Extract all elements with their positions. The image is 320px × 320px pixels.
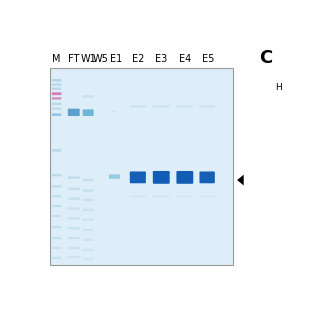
FancyBboxPatch shape (176, 105, 193, 108)
FancyBboxPatch shape (52, 205, 61, 207)
Text: E3: E3 (156, 54, 168, 64)
FancyBboxPatch shape (176, 171, 193, 184)
FancyBboxPatch shape (52, 108, 61, 110)
Text: C: C (259, 49, 272, 67)
FancyBboxPatch shape (68, 256, 80, 258)
FancyBboxPatch shape (68, 227, 80, 229)
FancyBboxPatch shape (52, 149, 61, 152)
FancyBboxPatch shape (130, 196, 146, 197)
FancyBboxPatch shape (68, 188, 80, 190)
FancyBboxPatch shape (199, 105, 215, 108)
FancyBboxPatch shape (83, 95, 93, 98)
FancyBboxPatch shape (52, 79, 61, 82)
FancyBboxPatch shape (83, 249, 93, 251)
FancyBboxPatch shape (153, 171, 170, 184)
Text: M: M (52, 54, 60, 64)
Text: FT: FT (68, 54, 79, 64)
FancyBboxPatch shape (68, 207, 80, 210)
FancyBboxPatch shape (199, 196, 215, 197)
FancyBboxPatch shape (52, 113, 61, 116)
FancyBboxPatch shape (52, 174, 61, 176)
FancyBboxPatch shape (83, 209, 93, 211)
Polygon shape (237, 175, 244, 186)
FancyBboxPatch shape (52, 92, 61, 95)
FancyBboxPatch shape (83, 199, 93, 201)
Text: W5: W5 (93, 54, 109, 64)
FancyBboxPatch shape (83, 219, 93, 221)
FancyBboxPatch shape (52, 247, 61, 249)
FancyBboxPatch shape (83, 189, 93, 192)
FancyBboxPatch shape (68, 108, 80, 116)
FancyBboxPatch shape (68, 217, 80, 220)
FancyBboxPatch shape (83, 229, 93, 231)
Text: E4: E4 (179, 54, 191, 64)
FancyBboxPatch shape (52, 97, 61, 100)
FancyBboxPatch shape (68, 237, 80, 239)
FancyBboxPatch shape (111, 111, 115, 112)
FancyBboxPatch shape (153, 196, 170, 197)
FancyBboxPatch shape (199, 172, 215, 183)
FancyBboxPatch shape (83, 258, 93, 260)
FancyBboxPatch shape (52, 257, 61, 259)
FancyBboxPatch shape (68, 247, 80, 249)
FancyBboxPatch shape (52, 103, 61, 105)
FancyBboxPatch shape (83, 179, 93, 181)
Text: W1: W1 (81, 54, 96, 64)
FancyBboxPatch shape (68, 197, 80, 200)
FancyBboxPatch shape (52, 237, 61, 239)
FancyBboxPatch shape (52, 185, 61, 188)
Bar (50, 68, 234, 265)
FancyBboxPatch shape (52, 84, 61, 86)
FancyBboxPatch shape (52, 226, 61, 228)
FancyBboxPatch shape (52, 88, 61, 90)
FancyBboxPatch shape (52, 215, 61, 217)
FancyBboxPatch shape (83, 109, 93, 116)
Text: E2: E2 (132, 54, 144, 64)
Text: H: H (275, 83, 282, 92)
FancyBboxPatch shape (68, 176, 80, 179)
FancyBboxPatch shape (109, 174, 120, 179)
Text: E1: E1 (110, 54, 123, 64)
FancyBboxPatch shape (52, 195, 61, 197)
FancyBboxPatch shape (176, 196, 193, 197)
FancyBboxPatch shape (130, 105, 146, 108)
FancyBboxPatch shape (130, 172, 146, 183)
FancyBboxPatch shape (83, 239, 93, 241)
Text: E5: E5 (202, 54, 214, 64)
FancyBboxPatch shape (153, 105, 170, 108)
